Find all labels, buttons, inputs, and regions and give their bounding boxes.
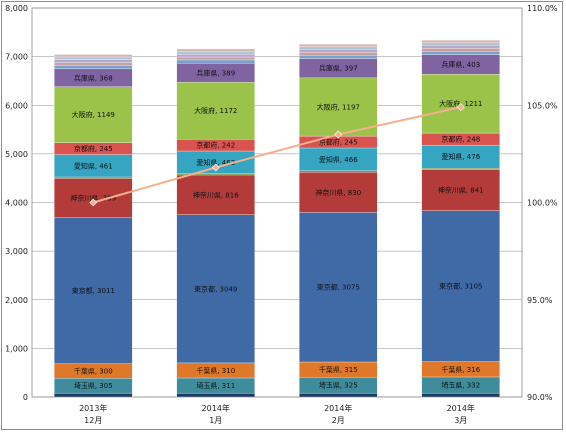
x-tick-label: 2014年 [202, 403, 230, 413]
data-label: 埼玉県, 332 [441, 381, 480, 390]
bar-segment [299, 171, 378, 213]
data-label: 神奈川県, 816 [193, 190, 239, 199]
y-left-tick-label: 4,000 [5, 199, 28, 208]
data-label: 京都府, 245 [319, 138, 358, 147]
bar-segment [176, 392, 255, 398]
bar-segment [299, 44, 378, 47]
data-label: 愛知県, 461 [74, 161, 113, 170]
y-left-tick-label: 7,000 [5, 53, 28, 62]
y-left-tick-label: 8,000 [5, 4, 28, 13]
data-label: 兵庫県, 368 [74, 73, 113, 82]
bar-segment [176, 56, 255, 61]
bar-segment [176, 59, 255, 64]
data-label: 兵庫県, 389 [196, 68, 235, 77]
data-label: 大阪府, 1197 [317, 102, 360, 111]
bar-segment [299, 46, 378, 50]
data-label: 京都府, 248 [441, 135, 480, 144]
y-left-tick-label: 0 [23, 393, 28, 402]
bar-segment [54, 86, 133, 143]
data-label: 神奈川県, 830 [315, 188, 361, 197]
bar-segment [421, 42, 500, 46]
data-label: 京都府, 245 [74, 144, 113, 153]
bar-segment [299, 392, 378, 398]
bar-segment [54, 54, 133, 58]
bar-segment [421, 48, 500, 52]
data-label: 東京都, 3105 [439, 282, 482, 291]
data-label: 東京都, 3075 [317, 283, 360, 292]
bar-segment [299, 52, 378, 56]
data-label: 埼玉県, 305 [74, 381, 113, 390]
data-label: 神奈川県, 799 [70, 193, 116, 202]
bar-segment [421, 40, 500, 43]
data-label: 埼玉県, 325 [319, 381, 358, 390]
y-left-tick-label: 5,000 [5, 150, 28, 159]
data-label: 千葉県, 315 [319, 365, 358, 374]
data-label: 千葉県, 316 [441, 365, 480, 374]
bar-segment [176, 214, 255, 364]
bar-segment [176, 48, 255, 52]
bar-segment [54, 62, 133, 66]
bar-segment [299, 55, 378, 59]
data-label: 東京都, 3049 [194, 284, 237, 293]
bar-segment [176, 82, 255, 140]
bar-segment [299, 212, 378, 363]
data-label: 大阪府, 1149 [72, 110, 115, 119]
bar-segment [176, 53, 255, 58]
y-right-tick-label: 105.0% [527, 101, 558, 110]
bar-segment [299, 170, 378, 173]
data-label: 愛知県, 476 [441, 152, 480, 161]
bar-segment [421, 169, 500, 211]
data-label: 埼玉県, 311 [196, 381, 235, 390]
data-label: 大阪府, 1172 [194, 106, 237, 115]
line-series [92, 106, 461, 204]
bar-segment [421, 210, 500, 362]
bar-segment [54, 59, 133, 63]
bar-segment [54, 65, 133, 70]
bar-segment [176, 174, 255, 215]
bar-segment [54, 56, 133, 60]
line-point [89, 198, 98, 207]
data-label: 神奈川県, 841 [438, 186, 484, 195]
data-label: 京都府, 242 [196, 141, 235, 150]
data-label: 千葉県, 300 [74, 366, 113, 375]
data-label: 愛知県, 463 [196, 158, 235, 167]
data-label: 兵庫県, 397 [319, 64, 358, 73]
x-tick-label: 2014年 [447, 403, 475, 413]
data-label: 兵庫県, 403 [441, 60, 480, 69]
bar-segment [421, 45, 500, 49]
x-tick-label: 3月 [454, 416, 467, 425]
bar-segment [54, 176, 133, 179]
bar-segment [54, 392, 133, 398]
line-point [334, 130, 343, 139]
y-right-tick-label: 110.0% [527, 4, 558, 13]
y-left-tick-label: 3,000 [5, 247, 28, 256]
y-right-tick-label: 100.0% [527, 199, 558, 208]
bar-segment [421, 168, 500, 170]
x-tick-label: 2013年 [79, 403, 107, 413]
y-right-tick-label: 90.0% [527, 393, 553, 402]
data-label: 東京都, 3011 [72, 286, 115, 295]
bar-segment [299, 77, 378, 137]
x-tick-label: 12月 [84, 416, 102, 425]
line-point [456, 103, 465, 112]
x-tick-label: 2月 [332, 416, 345, 425]
x-tick-label: 2014年 [324, 403, 352, 413]
y-right-tick-label: 95.0% [527, 296, 553, 305]
bar-segment [421, 392, 500, 398]
bar-segment [176, 51, 255, 55]
x-tick-label: 1月 [209, 416, 222, 425]
y-left-tick-label: 2,000 [5, 296, 28, 305]
y-left-tick-label: 6,000 [5, 101, 28, 110]
bar-segment [299, 49, 378, 53]
line-point [211, 163, 220, 172]
y-left-tick-label: 1,000 [5, 344, 28, 353]
data-label: 愛知県, 466 [319, 155, 358, 164]
data-label: 千葉県, 310 [196, 366, 235, 375]
bar-segment [421, 51, 500, 55]
